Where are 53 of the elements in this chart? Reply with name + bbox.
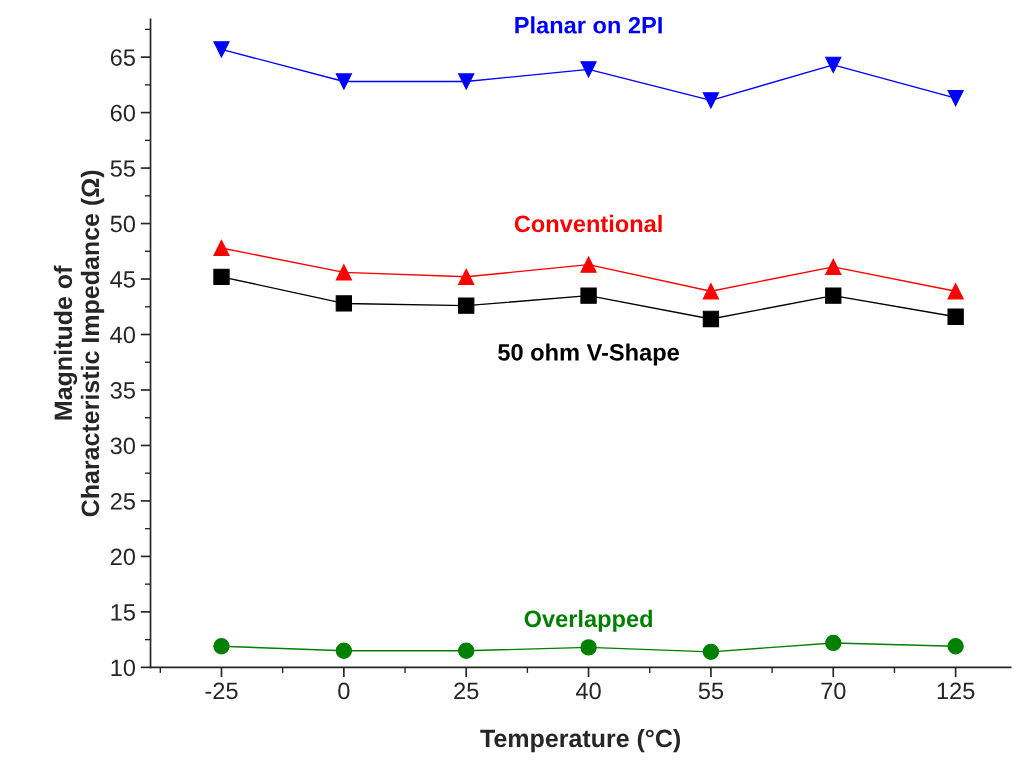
point [947, 638, 964, 655]
point [335, 73, 353, 90]
y-tick-label: 10 [111, 659, 136, 677]
point [580, 256, 597, 273]
y-tick-label: 25 [110, 493, 135, 510]
y-axis-title: Magnitude of Characteristic Impedance (Ω) [53, 170, 105, 517]
point [213, 41, 230, 58]
point [947, 283, 964, 300]
y-tick-label: 50 [110, 215, 136, 233]
point [213, 239, 230, 257]
x-tick-label: 55 [698, 682, 724, 700]
x-tick-label: 0 [338, 682, 350, 700]
y-tick-label: 35 [110, 382, 135, 399]
point [458, 268, 475, 285]
y-tick-label: 15 [111, 604, 135, 621]
series-label: 50 ohm V-Shape [498, 343, 679, 366]
y-tick-label: 45 [110, 271, 135, 288]
series-label: Overlapped [524, 609, 652, 632]
point [947, 90, 964, 107]
y-tick-label: 55 [110, 160, 135, 177]
point [825, 287, 842, 304]
point [702, 92, 720, 109]
y-tick-label: 60 [110, 104, 136, 122]
x-tick-label: 125 [937, 682, 975, 700]
y-tick-label: 65 [110, 49, 135, 66]
point [580, 639, 597, 656]
point [947, 308, 964, 325]
y-tick-label: 30 [110, 437, 136, 455]
y-tick-label: 40 [110, 326, 136, 344]
point [825, 56, 842, 74]
point [458, 73, 475, 90]
point [580, 61, 597, 78]
series-label: Planar on 2PI [515, 16, 662, 34]
x-tick-label: 70 [821, 682, 846, 700]
point [580, 287, 597, 304]
x-axis-title: Temperature (°C) [480, 728, 680, 753]
point [702, 283, 720, 300]
point [825, 258, 842, 275]
point [335, 264, 353, 281]
x-tick-label: 25 [454, 682, 479, 700]
point [335, 295, 353, 312]
point [458, 297, 475, 314]
point [825, 634, 842, 652]
point [213, 268, 230, 285]
point [335, 642, 353, 659]
point [702, 310, 720, 328]
x-tick-label: 40 [575, 682, 601, 700]
point [458, 642, 475, 659]
series-label: Conventional [514, 214, 662, 233]
y-tick-label: 20 [110, 548, 136, 566]
point [213, 638, 230, 655]
x-tick-label: -25 [205, 682, 238, 700]
point [702, 643, 720, 660]
